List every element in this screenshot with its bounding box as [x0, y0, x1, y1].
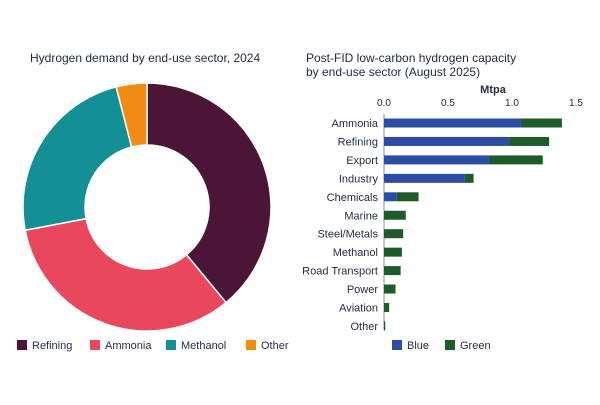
- category-label-export: Export: [346, 155, 378, 167]
- donut-legend-swatch-other: [246, 340, 256, 350]
- x-tick-label-0: 0.0: [377, 98, 391, 109]
- donut-legend-swatch-ammonia: [90, 340, 100, 350]
- donut-legend-label-methanol: Methanol: [181, 340, 226, 352]
- category-label-power: Power: [347, 284, 379, 296]
- x-tick-label-2: 1.0: [505, 98, 519, 109]
- bar-power-green: [384, 284, 396, 294]
- donut-slice-methanol: [22, 85, 133, 232]
- bar-aviation-green: [384, 303, 390, 312]
- x-tick-label-3: 1.5: [569, 98, 583, 109]
- category-label-methanol: Methanol: [333, 247, 378, 259]
- x-axis-label: Mtpa: [480, 84, 507, 96]
- category-label-steel-metals: Steel/Metals: [317, 229, 378, 241]
- category-label-ammonia: Ammonia: [332, 118, 379, 130]
- donut-legend-label-refining: Refining: [32, 340, 72, 352]
- bar-ammonia-blue: [384, 118, 521, 128]
- bar-refining-green: [509, 136, 550, 146]
- category-label-marine: Marine: [344, 210, 378, 222]
- bar-ammonia-green: [520, 118, 562, 128]
- bar-steel-metals-green: [384, 229, 404, 239]
- bar-other-green: [384, 321, 386, 331]
- bar-title-line-2: by end-use sector (August 2025): [306, 65, 480, 79]
- bar-industry-green: [464, 173, 474, 183]
- donut-slice-other: [115, 82, 148, 148]
- bar-legend-swatch-green: [445, 340, 455, 350]
- category-label-chemicals: Chemicals: [327, 192, 379, 204]
- bar-legend-label-blue: Blue: [407, 340, 429, 352]
- donut-slice-ammonia: [24, 217, 228, 332]
- category-label-other: Other: [350, 321, 378, 333]
- bar-export-green: [488, 155, 543, 165]
- bar-road-transport-green: [384, 266, 401, 276]
- bar-legend-label-green: Green: [460, 340, 491, 352]
- bar-marine-green: [384, 210, 406, 220]
- bar-industry-blue: [384, 173, 465, 183]
- category-label-aviation: Aviation: [339, 303, 378, 315]
- donut-legend-label-other: Other: [261, 340, 289, 352]
- donut-legend-swatch-methanol: [166, 340, 176, 350]
- donut-legend-label-ammonia: Ammonia: [105, 340, 152, 352]
- donut-slice-refining: [146, 82, 272, 304]
- category-label-refining: Refining: [338, 136, 378, 148]
- bar-refining-blue: [384, 136, 510, 146]
- bar-legend-swatch-blue: [392, 340, 402, 350]
- bar-export-blue: [384, 155, 489, 165]
- x-tick-label-1: 0.5: [441, 98, 455, 109]
- bar-title-line-1: Post-FID low-carbon hydrogen capacity: [306, 51, 516, 65]
- donut-title: Hydrogen demand by end-use sector, 2024: [30, 51, 260, 65]
- bar-methanol-green: [384, 247, 402, 257]
- bar-chemicals-green: [396, 192, 419, 202]
- bar-chemicals-blue: [384, 192, 397, 202]
- donut-legend-swatch-refining: [17, 340, 27, 350]
- category-label-industry: Industry: [339, 173, 379, 185]
- category-label-road-transport: Road Transport: [302, 266, 378, 278]
